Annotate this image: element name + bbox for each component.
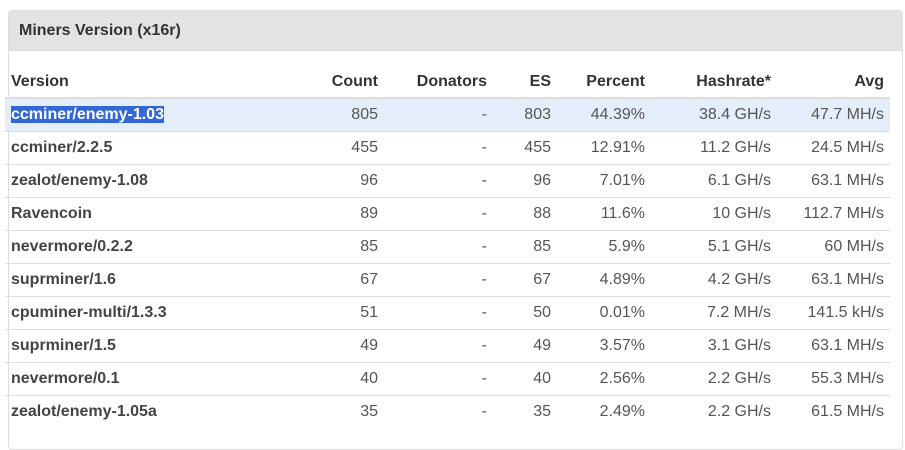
cell-es: 35 bbox=[493, 395, 557, 428]
column-header-avg[interactable]: Avg bbox=[777, 66, 890, 99]
cell-percent: 0.01% bbox=[557, 296, 651, 330]
cell-es: 67 bbox=[493, 263, 557, 297]
cell-donators: - bbox=[384, 197, 493, 231]
cell-avg: 55.3 MH/s bbox=[777, 362, 890, 396]
cell-version: cpuminer-multi/1.3.3 bbox=[5, 296, 290, 330]
cell-version: nevermore/0.1 bbox=[5, 362, 290, 396]
column-header-version[interactable]: Version bbox=[5, 66, 290, 99]
cell-es: 455 bbox=[493, 131, 557, 165]
cell-es: 49 bbox=[493, 329, 557, 363]
cell-avg: 60 MH/s bbox=[777, 230, 890, 264]
cell-version: zealot/enemy-1.08 bbox=[5, 164, 290, 198]
cell-percent: 7.01% bbox=[557, 164, 651, 198]
cell-count: 805 bbox=[290, 97, 384, 132]
cell-es: 96 bbox=[493, 164, 557, 198]
table-body: ccminer/enemy-1.03 805-803 44.39% 38.4 GH/s… bbox=[5, 97, 890, 428]
table-header: Version Count Donators ES Percent Hashra… bbox=[5, 66, 890, 99]
cell-es: 88 bbox=[493, 197, 557, 231]
cell-version: nevermore/0.2.2 bbox=[5, 230, 290, 264]
cell-version: Ravencoin bbox=[5, 197, 290, 231]
cell-count: 40 bbox=[290, 362, 384, 396]
cell-donators: - bbox=[384, 395, 493, 428]
cell-avg: 24.5 MH/s bbox=[777, 131, 890, 165]
column-header-hashrate[interactable]: Hashrate* bbox=[651, 66, 777, 99]
cell-hashrate: 38.4 GH/s bbox=[651, 97, 777, 132]
cell-count: 96 bbox=[290, 164, 384, 198]
cell-percent: 3.57% bbox=[557, 329, 651, 363]
column-header-donators[interactable]: Donators bbox=[384, 66, 493, 99]
cell-percent: 4.89% bbox=[557, 263, 651, 297]
cell-count: 89 bbox=[290, 197, 384, 231]
cell-donators: - bbox=[384, 97, 493, 132]
cell-hashrate: 7.2 MH/s bbox=[651, 296, 777, 330]
table-row[interactable]: nevermore/0.2.2 85-85 5.9% 5.1 GH/s 60 MH/s bbox=[5, 230, 890, 264]
cell-hashrate: 11.2 GH/s bbox=[651, 131, 777, 165]
cell-donators: - bbox=[384, 296, 493, 330]
cell-count: 51 bbox=[290, 296, 384, 330]
cell-percent: 2.56% bbox=[557, 362, 651, 396]
cell-version: zealot/enemy-1.05a bbox=[5, 395, 290, 428]
cell-count: 455 bbox=[290, 131, 384, 165]
table-row[interactable]: cpuminer-multi/1.3.3 51-50 0.01% 7.2 MH/s 14… bbox=[5, 296, 890, 330]
cell-percent: 2.49% bbox=[557, 395, 651, 428]
cell-donators: - bbox=[384, 362, 493, 396]
cell-avg: 63.1 MH/s bbox=[777, 263, 890, 297]
cell-version: suprminer/1.5 bbox=[5, 329, 290, 363]
cell-hashrate: 2.2 GH/s bbox=[651, 362, 777, 396]
cell-donators: - bbox=[384, 263, 493, 297]
cell-es: 803 bbox=[493, 97, 557, 132]
cell-version: ccminer/2.2.5 bbox=[5, 131, 290, 165]
cell-avg: 63.1 MH/s bbox=[777, 164, 890, 198]
miners-version-table: Version Count Donators ES Percent Hashra… bbox=[5, 66, 890, 428]
cell-donators: - bbox=[384, 329, 493, 363]
table-row[interactable]: ccminer/enemy-1.03 805-803 44.39% 38.4 GH/s… bbox=[5, 97, 890, 132]
cell-count: 67 bbox=[290, 263, 384, 297]
cell-donators: - bbox=[384, 131, 493, 165]
cell-hashrate: 4.2 GH/s bbox=[651, 263, 777, 297]
table-row[interactable]: ccminer/2.2.5 455-455 12.91% 11.2 GH/s 24.5 … bbox=[5, 131, 890, 165]
cell-version: ccminer/enemy-1.03 bbox=[5, 97, 290, 132]
cell-hashrate: 3.1 GH/s bbox=[651, 329, 777, 363]
cell-count: 49 bbox=[290, 329, 384, 363]
cell-donators: - bbox=[384, 164, 493, 198]
header-row: Version Count Donators ES Percent Hashra… bbox=[5, 66, 890, 99]
table-row[interactable]: suprminer/1.5 49-49 3.57% 3.1 GH/s 63.1 MH/s bbox=[5, 329, 890, 363]
cell-avg: 47.7 MH/s bbox=[777, 97, 890, 132]
cell-es: 50 bbox=[493, 296, 557, 330]
cell-percent: 5.9% bbox=[557, 230, 651, 264]
cell-hashrate: 10 GH/s bbox=[651, 197, 777, 231]
cell-percent: 12.91% bbox=[557, 131, 651, 165]
panel-title: Miners Version (x16r) bbox=[9, 11, 902, 51]
cell-percent: 44.39% bbox=[557, 97, 651, 132]
column-header-count[interactable]: Count bbox=[290, 66, 384, 99]
cell-percent: 11.6% bbox=[557, 197, 651, 231]
cell-donators: - bbox=[384, 230, 493, 264]
cell-hashrate: 2.2 GH/s bbox=[651, 395, 777, 428]
cell-avg: 141.5 kH/s bbox=[777, 296, 890, 330]
cell-es: 85 bbox=[493, 230, 557, 264]
cell-avg: 63.1 MH/s bbox=[777, 329, 890, 363]
cell-avg: 61.5 MH/s bbox=[777, 395, 890, 428]
cell-count: 85 bbox=[290, 230, 384, 264]
column-header-percent[interactable]: Percent bbox=[557, 66, 651, 99]
cell-version: suprminer/1.6 bbox=[5, 263, 290, 297]
table-row[interactable]: nevermore/0.1 40-40 2.56% 2.2 GH/s 55.3 MH/s bbox=[5, 362, 890, 396]
table-row[interactable]: Ravencoin 89-88 11.6% 10 GH/s 112.7 MH/s bbox=[5, 197, 890, 231]
cell-hashrate: 6.1 GH/s bbox=[651, 164, 777, 198]
selected-version-text[interactable]: ccminer/enemy-1.03 bbox=[11, 106, 164, 123]
table-row[interactable]: zealot/enemy-1.08 96-96 7.01% 6.1 GH/s 63.1 … bbox=[5, 164, 890, 198]
column-header-es[interactable]: ES bbox=[493, 66, 557, 99]
cell-es: 40 bbox=[493, 362, 557, 396]
table-row[interactable]: zealot/enemy-1.05a 35-35 2.49% 2.2 GH/s 61.5… bbox=[5, 395, 890, 428]
cell-hashrate: 5.1 GH/s bbox=[651, 230, 777, 264]
cell-avg: 112.7 MH/s bbox=[777, 197, 890, 231]
table-row[interactable]: suprminer/1.6 67-67 4.89% 4.2 GH/s 63.1 MH/s bbox=[5, 263, 890, 297]
cell-count: 35 bbox=[290, 395, 384, 428]
